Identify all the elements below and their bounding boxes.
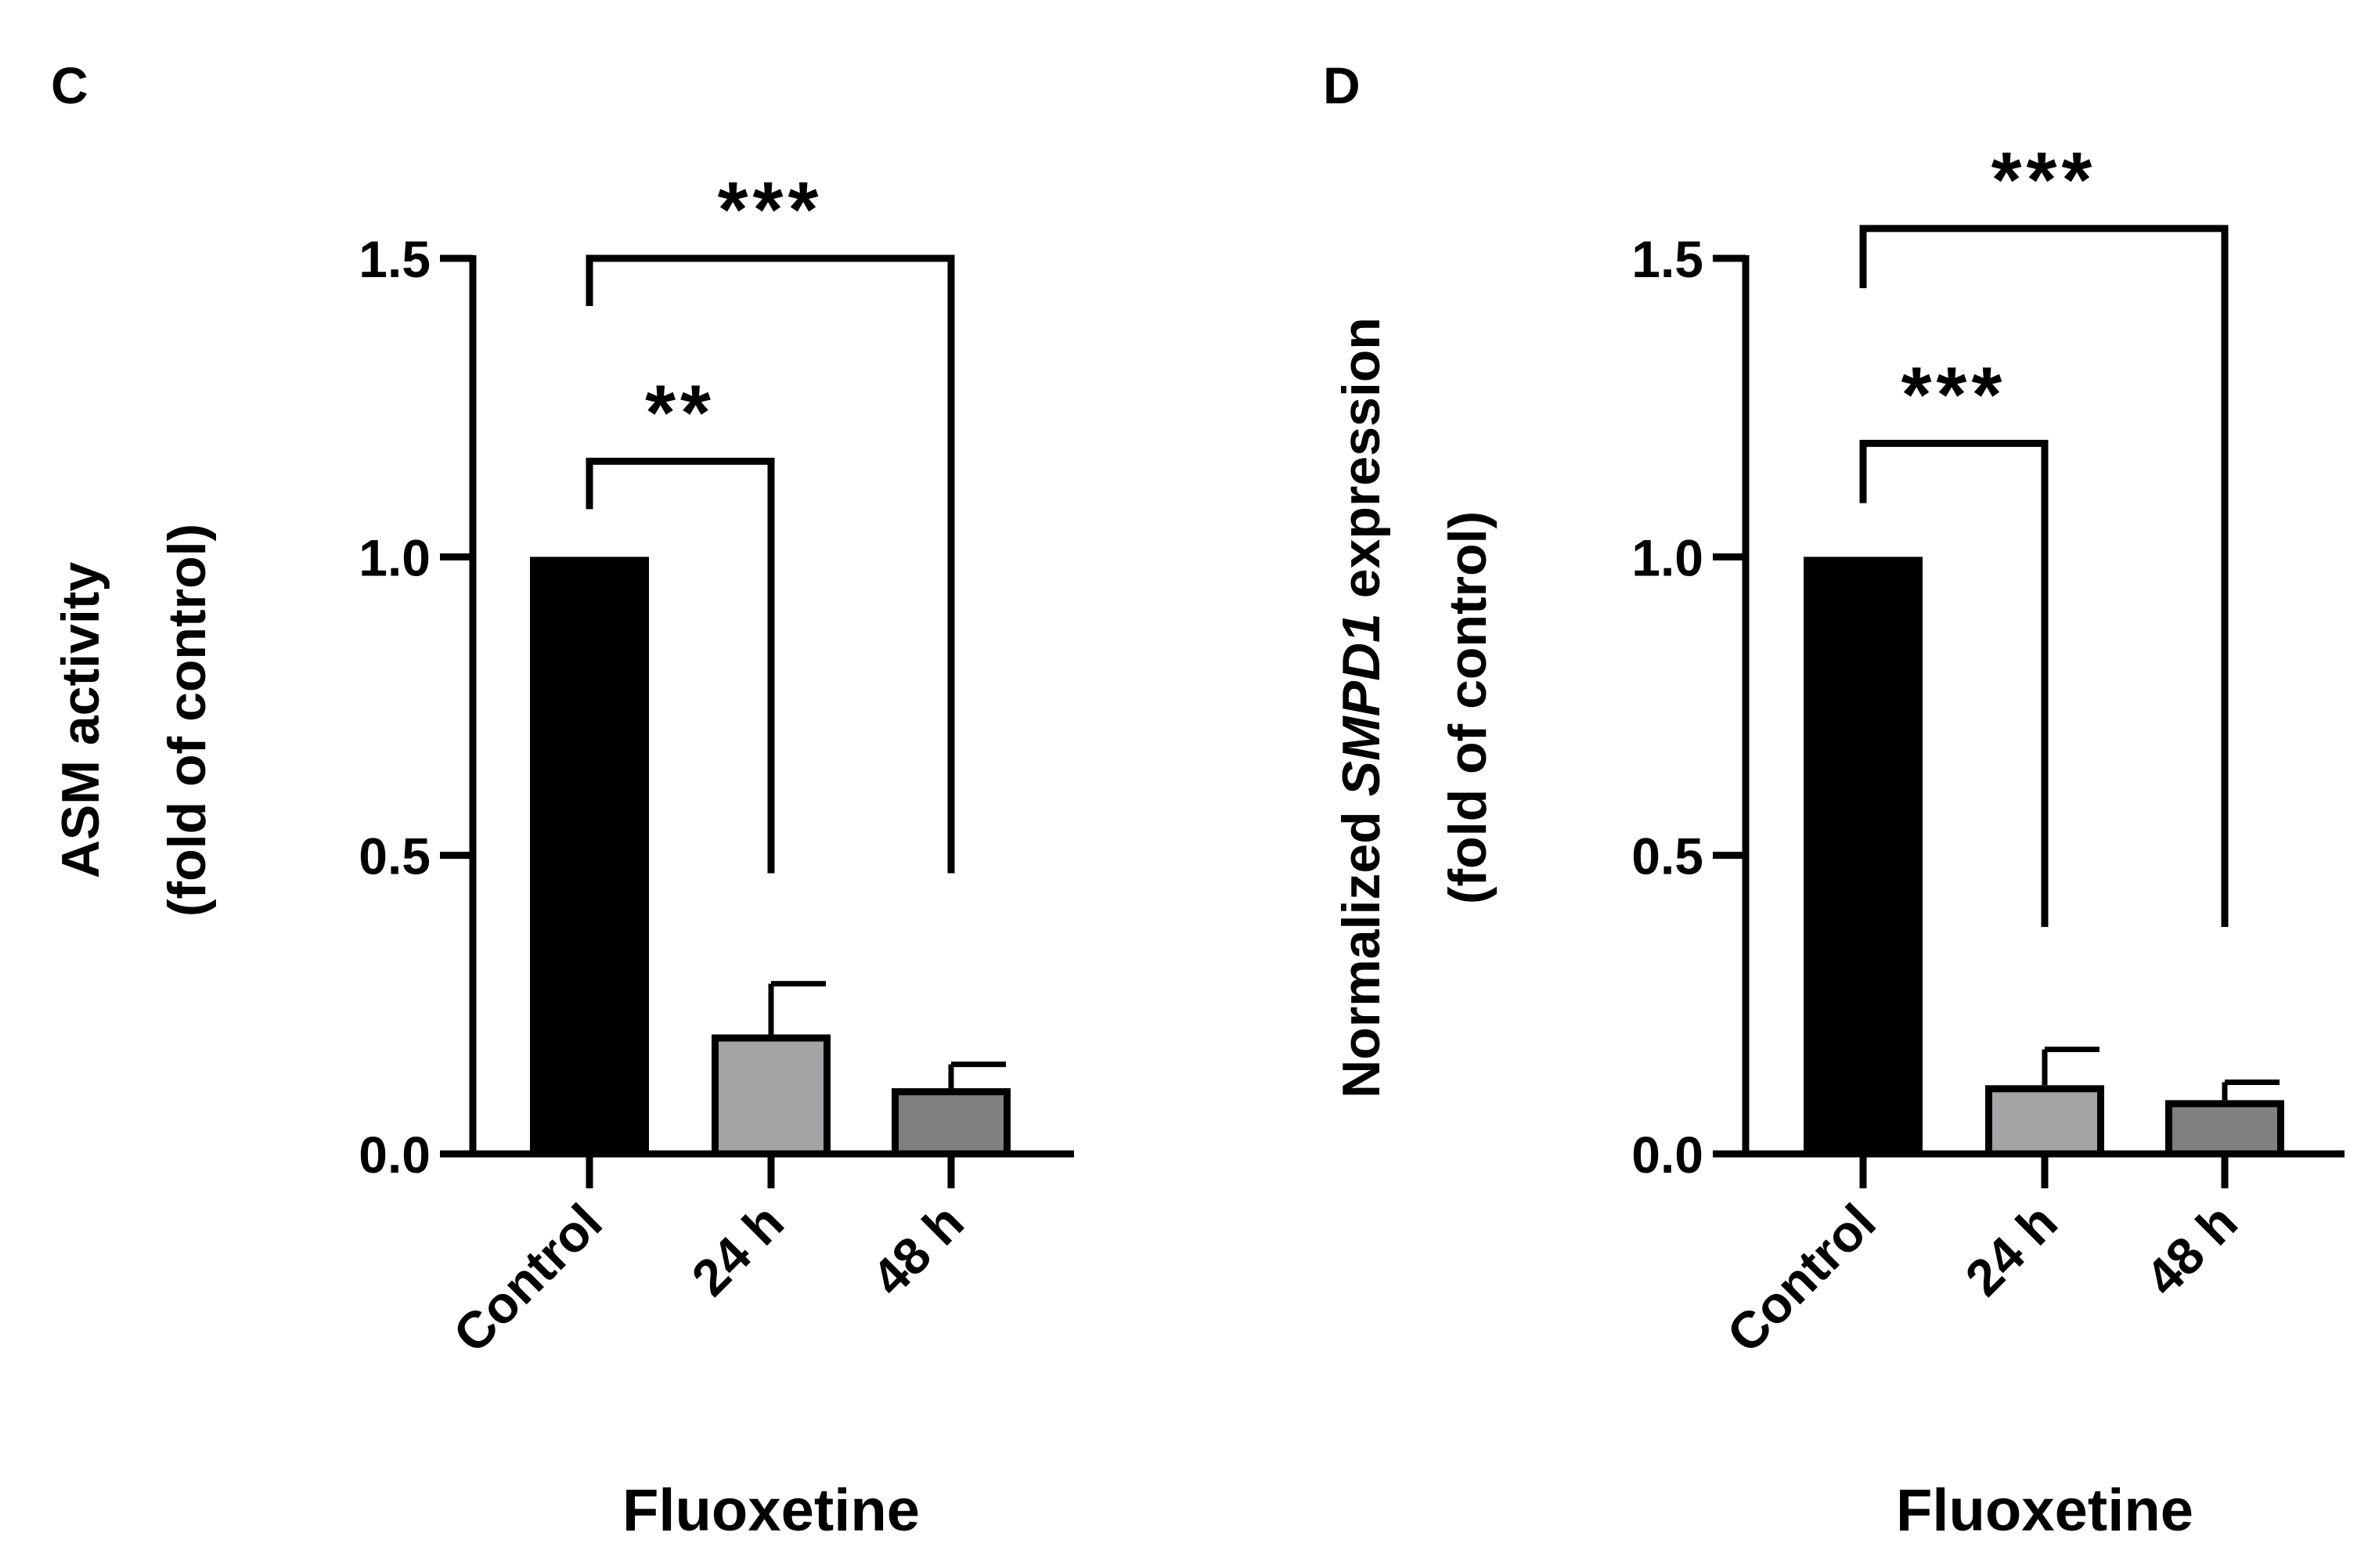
panel-label: D <box>1323 56 1361 114</box>
bar-24h <box>1985 1085 2104 1158</box>
bar-control <box>1804 557 1923 1154</box>
x-axis-label: Fluoxetine <box>622 1477 920 1544</box>
significance-label: *** <box>1901 351 2007 438</box>
x-tick-label: 24 h <box>680 1193 795 1307</box>
y-tick-label: 1.5 <box>1631 230 1703 288</box>
significance-bracket <box>586 457 775 874</box>
x-tick-label: 48 h <box>860 1193 975 1307</box>
significance-bracket <box>586 254 955 874</box>
significance-label: *** <box>718 166 824 254</box>
significance-label: ** <box>645 369 715 456</box>
significance-bracket <box>1859 225 2229 928</box>
panel-c: C ASM activity (fold of control) Fluoxet… <box>51 56 1074 1544</box>
y-tick-label: 0.5 <box>1631 827 1703 885</box>
panel-label: C <box>51 56 88 114</box>
significance-bracket <box>1859 439 2049 928</box>
bar-control <box>530 557 649 1154</box>
bar-24h <box>712 1034 831 1158</box>
y-tick-label: 1.5 <box>359 230 431 288</box>
x-axis-label: Fluoxetine <box>1896 1477 2193 1544</box>
y-tick-label: 0.5 <box>359 827 431 885</box>
bar-48h <box>892 1088 1011 1158</box>
panel-d: D Normalized SMPD1 expression (fold of c… <box>1323 56 2345 1544</box>
bar-48h <box>2165 1100 2284 1158</box>
y-axis-label-line2: (fold of control) <box>1438 511 1498 904</box>
y-tick-label: 0.0 <box>359 1126 431 1184</box>
x-tick-label: 48 h <box>2134 1193 2248 1307</box>
chart-marks: 0.0 0.5 1.0 1.5 Control 24 h 48 h *** *** <box>1631 136 2345 1364</box>
x-tick-label: Control <box>442 1193 613 1364</box>
y-tick-label: 0.0 <box>1631 1126 1703 1184</box>
y-tick-label: 1.0 <box>1631 528 1703 586</box>
x-tick-label: 24 h <box>1954 1193 2068 1307</box>
y-axis-label-line1: Normalized SMPD1 expression <box>1332 317 1391 1098</box>
y-axis-label-line2: (fold of control) <box>157 524 217 917</box>
x-tick-label: Control <box>1716 1193 1887 1364</box>
y-axis-label-line1: ASM activity <box>51 562 110 879</box>
y-tick-label: 1.0 <box>359 528 431 586</box>
significance-label: *** <box>1991 136 2097 224</box>
